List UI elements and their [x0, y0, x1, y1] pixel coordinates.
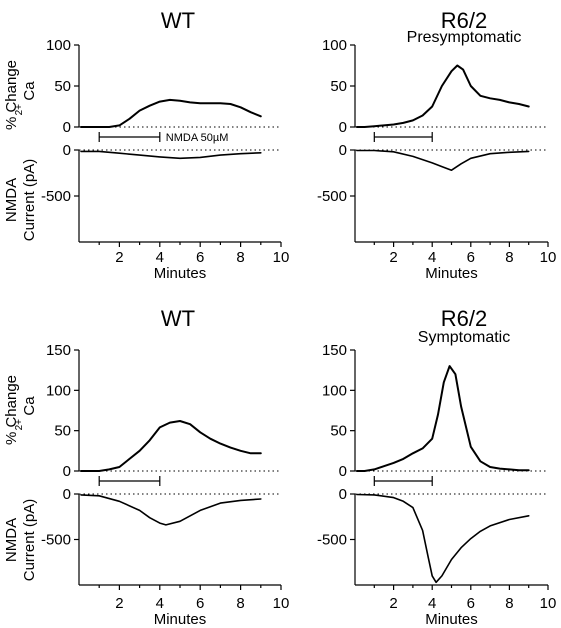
- x-axis-label: Minutes: [425, 265, 478, 282]
- ca-axis-label-top: % Change Ca 2+: [3, 60, 38, 130]
- x-tick-label: 10: [540, 595, 557, 612]
- current-trace: [80, 494, 262, 526]
- current-y-tick-label: 0: [63, 142, 71, 159]
- ca-axis-label-line1: % Change: [3, 60, 20, 130]
- x-tick-label: 6: [196, 595, 204, 612]
- panel-2-subtitle: Presymptomatic: [407, 29, 522, 46]
- ca-y-tick-label: 50: [330, 423, 347, 440]
- ca-y-tick-label: 50: [330, 78, 347, 95]
- panel-3: 0 50 100 150 0 -500 2 4 6 8 10 Minutes: [41, 342, 289, 628]
- x-tick-label: 4: [428, 595, 436, 612]
- ca-y-tick-label: 100: [322, 37, 347, 54]
- ca-axis-label-line2: Ca: [21, 81, 38, 101]
- x-tick-label: 6: [467, 595, 475, 612]
- nmda-application-label: NMDA 50µM: [166, 132, 229, 144]
- ca-axis-label-sup: 2+: [14, 419, 25, 431]
- current-axis-label-line2: Current (pA): [21, 159, 38, 242]
- x-tick-label: 6: [467, 249, 475, 266]
- panel-2-title: R6/2: [441, 8, 487, 33]
- ca-y-tick-label: 0: [339, 119, 347, 136]
- current-trace: [80, 150, 262, 160]
- x-tick-label: 10: [273, 595, 290, 612]
- current-axis-label-top: NMDA Current (pA): [3, 159, 38, 242]
- current-y-tick-label: -500: [317, 188, 347, 205]
- x-tick-label: 10: [540, 249, 557, 266]
- ca-y-tick-label: 0: [63, 463, 71, 480]
- panel-3-title: WT: [161, 306, 195, 331]
- x-tick-label: 6: [196, 249, 204, 266]
- panel-4-subtitle: Symptomatic: [418, 329, 510, 346]
- current-axis-label-bottom: NMDA Current (pA): [3, 499, 38, 582]
- panel-1: 0 50 100 0 -500 2 4 6 8 10 Minutes NMDA 50µM: [41, 37, 289, 282]
- ca-trace: [80, 98, 262, 128]
- ca-y-tick-label: 50: [54, 423, 71, 440]
- x-tick-label: 2: [115, 595, 123, 612]
- current-y-tick-label: 0: [63, 486, 71, 503]
- ca-y-tick-label: 100: [46, 382, 71, 399]
- current-y-tick-label: -500: [41, 188, 71, 205]
- current-y-tick-label: -500: [41, 532, 71, 549]
- ca-y-tick-label: 100: [46, 37, 71, 54]
- ca-y-tick-label: 150: [322, 342, 347, 359]
- ca-axis-label-line2: Ca: [21, 396, 38, 416]
- ca-axis-label-bottom: % Change Ca 2+: [3, 375, 38, 445]
- current-trace: [356, 493, 530, 584]
- ca-y-tick-label: 100: [322, 382, 347, 399]
- x-tick-label: 8: [236, 249, 244, 266]
- x-tick-label: 4: [156, 595, 164, 612]
- ca-y-tick-label: 0: [63, 119, 71, 136]
- ca-axis-label-sup: 2+: [14, 104, 25, 116]
- ca-y-tick-label: 150: [46, 342, 71, 359]
- x-tick-label: 4: [428, 249, 436, 266]
- ca-y-tick-label: 0: [339, 463, 347, 480]
- ca-axis-label-line1: % Change: [3, 375, 20, 445]
- panel-4-title: R6/2: [441, 306, 487, 331]
- x-tick-label: 2: [115, 249, 123, 266]
- current-y-tick-label: -500: [317, 532, 347, 549]
- current-axis-label-line1: NMDA: [3, 518, 20, 562]
- x-axis-label: Minutes: [154, 265, 207, 282]
- x-axis-label: Minutes: [154, 611, 207, 628]
- ca-trace: [355, 64, 530, 128]
- current-axis-label-line2: Current (pA): [21, 499, 38, 582]
- x-tick-label: 10: [273, 249, 290, 266]
- panel-4: 0 50 100 150 0 -500 2 4 6 8 10 Minutes: [317, 342, 556, 628]
- x-tick-label: 8: [236, 595, 244, 612]
- current-axis-label-line1: NMDA: [3, 178, 20, 222]
- current-y-tick-label: 0: [339, 142, 347, 159]
- current-y-tick-label: 0: [339, 486, 347, 503]
- x-axis-label: Minutes: [425, 611, 478, 628]
- panel-1-title: WT: [161, 8, 195, 33]
- x-tick-label: 2: [389, 595, 397, 612]
- ca-trace: [80, 420, 262, 472]
- ca-trace: [355, 365, 530, 472]
- x-tick-label: 8: [505, 595, 513, 612]
- panel-2: 0 50 100 0 -500 2 4 6 8 10 Minutes: [317, 37, 556, 282]
- ca-y-tick-label: 50: [54, 78, 71, 95]
- x-tick-label: 8: [505, 249, 513, 266]
- current-trace: [356, 149, 530, 171]
- x-tick-label: 2: [389, 249, 397, 266]
- x-tick-label: 4: [156, 249, 164, 266]
